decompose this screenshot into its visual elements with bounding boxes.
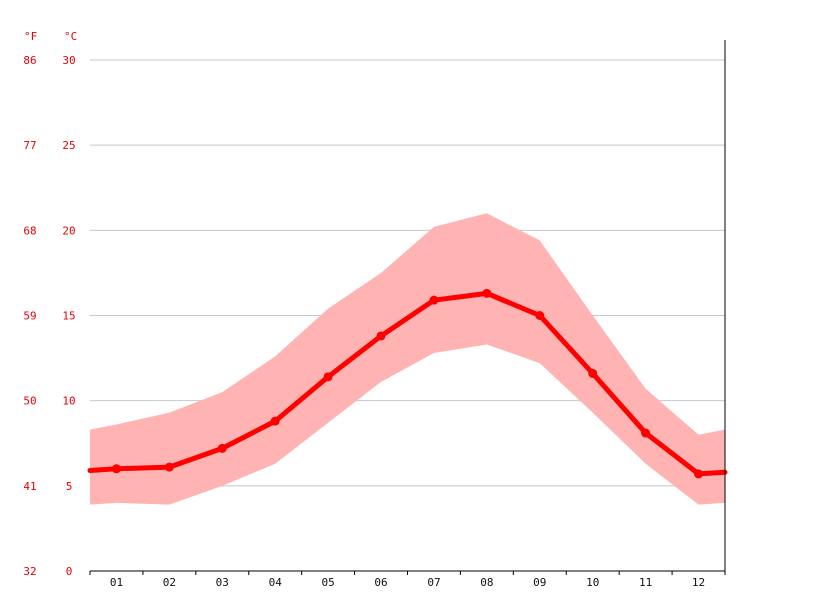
ytick-celsius-25: 25 — [62, 139, 75, 152]
mean-line-path — [87, 290, 728, 477]
xtick-label-12: 12 — [692, 576, 705, 589]
xtick-label-07: 07 — [427, 576, 440, 589]
xtick-label-05: 05 — [322, 576, 335, 589]
mean-temperature-line — [87, 288, 728, 479]
unit-fahrenheit-label: °F — [24, 30, 37, 43]
mean-point-12 — [694, 469, 704, 479]
ytick-celsius-20: 20 — [62, 224, 75, 237]
mean-point-06 — [376, 331, 386, 341]
xtick-label-01: 01 — [110, 576, 123, 589]
mean-point-09 — [535, 311, 545, 320]
axis-labels: °F °C 32 0 41 5 50 10 59 15 68 20 77 25 86 30 01 02 03 04… — [23, 30, 705, 589]
ytick-celsius-10: 10 — [62, 395, 75, 408]
xtick-label-09: 09 — [533, 576, 546, 589]
ytick-fahrenheit-59: 59 — [23, 310, 36, 323]
mean-point-07 — [429, 295, 439, 305]
ytick-fahrenheit-68: 68 — [23, 224, 36, 237]
xtick-label-04: 04 — [269, 576, 283, 589]
unit-celsius-label: °C — [64, 30, 77, 43]
ytick-celsius-15: 15 — [62, 310, 75, 323]
xtick-label-02: 02 — [163, 576, 176, 589]
mean-point-11 — [641, 428, 651, 438]
xtick-label-08: 08 — [480, 576, 493, 589]
range-band-area — [90, 213, 725, 505]
mean-point-03 — [217, 443, 227, 453]
ytick-celsius-30: 30 — [62, 54, 75, 67]
ytick-fahrenheit-86: 86 — [23, 54, 36, 67]
temperature-range-band — [90, 213, 725, 505]
xtick-label-11: 11 — [639, 576, 652, 589]
mean-point-08 — [482, 288, 492, 298]
ytick-fahrenheit-41: 41 — [23, 480, 36, 493]
ytick-fahrenheit-32: 32 — [23, 565, 36, 578]
xtick-label-06: 06 — [374, 576, 387, 589]
mean-point-01 — [111, 464, 121, 474]
ytick-celsius-5: 5 — [66, 480, 73, 493]
mean-point-05 — [323, 372, 333, 382]
ytick-fahrenheit-50: 50 — [23, 395, 36, 408]
mean-point-02 — [164, 462, 174, 472]
mean-point-04 — [270, 416, 280, 426]
axes — [89, 40, 726, 575]
mean-point-10 — [588, 368, 598, 378]
ytick-fahrenheit-77: 77 — [23, 139, 36, 152]
xtick-label-03: 03 — [216, 576, 229, 589]
ytick-celsius-0: 0 — [66, 565, 73, 578]
xtick-label-10: 10 — [586, 576, 599, 589]
